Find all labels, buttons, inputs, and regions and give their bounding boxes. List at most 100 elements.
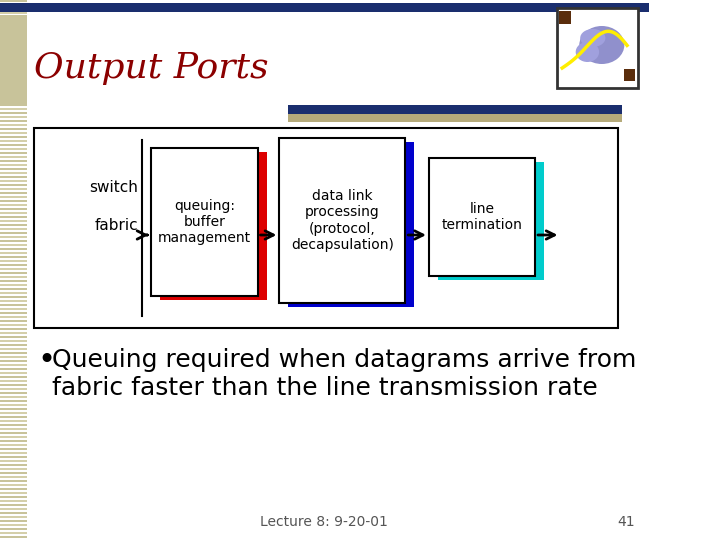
Bar [0, 424, 27, 426]
Bar [0, 316, 27, 318]
Bar [0, 360, 27, 362]
Bar [0, 456, 27, 458]
Text: queuing:
buffer
management: queuing: buffer management [158, 199, 251, 245]
Text: fabric faster than the line transmission rate: fabric faster than the line transmission… [53, 376, 598, 400]
Bar [0, 276, 27, 278]
Bar [0, 352, 27, 354]
Bar [0, 184, 27, 186]
Bar [0, 164, 27, 166]
Bar [0, 372, 27, 374]
Bar [0, 12, 27, 14]
Bar [0, 308, 27, 310]
Bar [0, 280, 27, 282]
Bar [0, 232, 27, 234]
Bar [0, 408, 27, 410]
Bar [0, 140, 27, 142]
Bar [0, 104, 27, 106]
Bar [0, 472, 27, 474]
Bar [0, 0, 27, 2]
Bar [0, 496, 27, 498]
Bar [0, 436, 27, 438]
Bar [0, 240, 27, 242]
Bar [0, 52, 27, 54]
Bar [0, 432, 27, 434]
Bar [429, 158, 535, 276]
Bar [0, 100, 27, 102]
Bar [0, 536, 27, 538]
Bar [279, 138, 405, 303]
Bar [0, 396, 27, 398]
Bar [559, 11, 571, 24]
Bar [0, 368, 27, 370]
Bar [0, 120, 27, 122]
Bar [0, 8, 27, 10]
Bar [27, 122, 649, 517]
Bar [0, 84, 27, 86]
Bar [0, 56, 27, 58]
Bar [0, 40, 27, 42]
Bar [0, 320, 27, 322]
Bar [0, 284, 27, 286]
Bar [0, 460, 27, 462]
Bar [151, 148, 258, 296]
Text: Lecture 8: 9-20-01: Lecture 8: 9-20-01 [261, 515, 388, 529]
Bar [0, 416, 27, 418]
Bar [0, 344, 27, 346]
Bar [0, 220, 27, 222]
Bar [0, 288, 27, 290]
Bar [0, 384, 27, 386]
Bar [438, 162, 544, 280]
Bar [0, 172, 27, 174]
Bar [0, 228, 27, 230]
Bar [0, 504, 27, 506]
Bar [0, 388, 27, 390]
Bar [0, 468, 27, 470]
Bar [557, 8, 638, 88]
Bar [0, 524, 27, 526]
Bar [0, 392, 27, 394]
Bar [0, 176, 27, 178]
Bar [0, 452, 27, 454]
Bar [0, 24, 27, 26]
Bar [0, 264, 27, 266]
Bar [0, 3, 649, 12]
Bar [0, 112, 27, 114]
Bar [0, 152, 27, 154]
Bar [0, 60, 27, 62]
Bar [0, 300, 27, 302]
Bar [0, 132, 27, 134]
Bar [0, 156, 27, 158]
Bar [0, 500, 27, 502]
Bar [0, 260, 27, 262]
Bar [27, 3, 649, 113]
Bar [0, 516, 27, 518]
Bar [0, 532, 27, 534]
Bar [0, 440, 27, 442]
Bar [0, 128, 27, 130]
Bar [0, 68, 27, 70]
Bar [0, 332, 27, 334]
Bar [0, 188, 27, 190]
Bar [0, 488, 27, 490]
Bar [0, 4, 27, 6]
Bar [0, 32, 27, 34]
Bar [0, 292, 27, 294]
Bar [0, 492, 27, 494]
Bar [0, 48, 27, 50]
Text: data link
processing
(protocol,
decapsulation): data link processing (protocol, decapsul… [291, 189, 394, 252]
Bar [0, 364, 27, 366]
Bar [0, 28, 27, 30]
Bar [161, 152, 266, 300]
Bar [0, 404, 27, 406]
Bar [624, 69, 635, 81]
Bar [0, 236, 27, 238]
Text: Queuing required when datagrams arrive from: Queuing required when datagrams arrive f… [53, 348, 636, 372]
Bar [0, 528, 27, 530]
Bar [0, 196, 27, 198]
Bar [0, 44, 27, 46]
Bar [0, 212, 27, 214]
Bar [0, 208, 27, 210]
Bar [0, 180, 27, 182]
Bar [0, 348, 27, 350]
Bar [0, 136, 27, 138]
